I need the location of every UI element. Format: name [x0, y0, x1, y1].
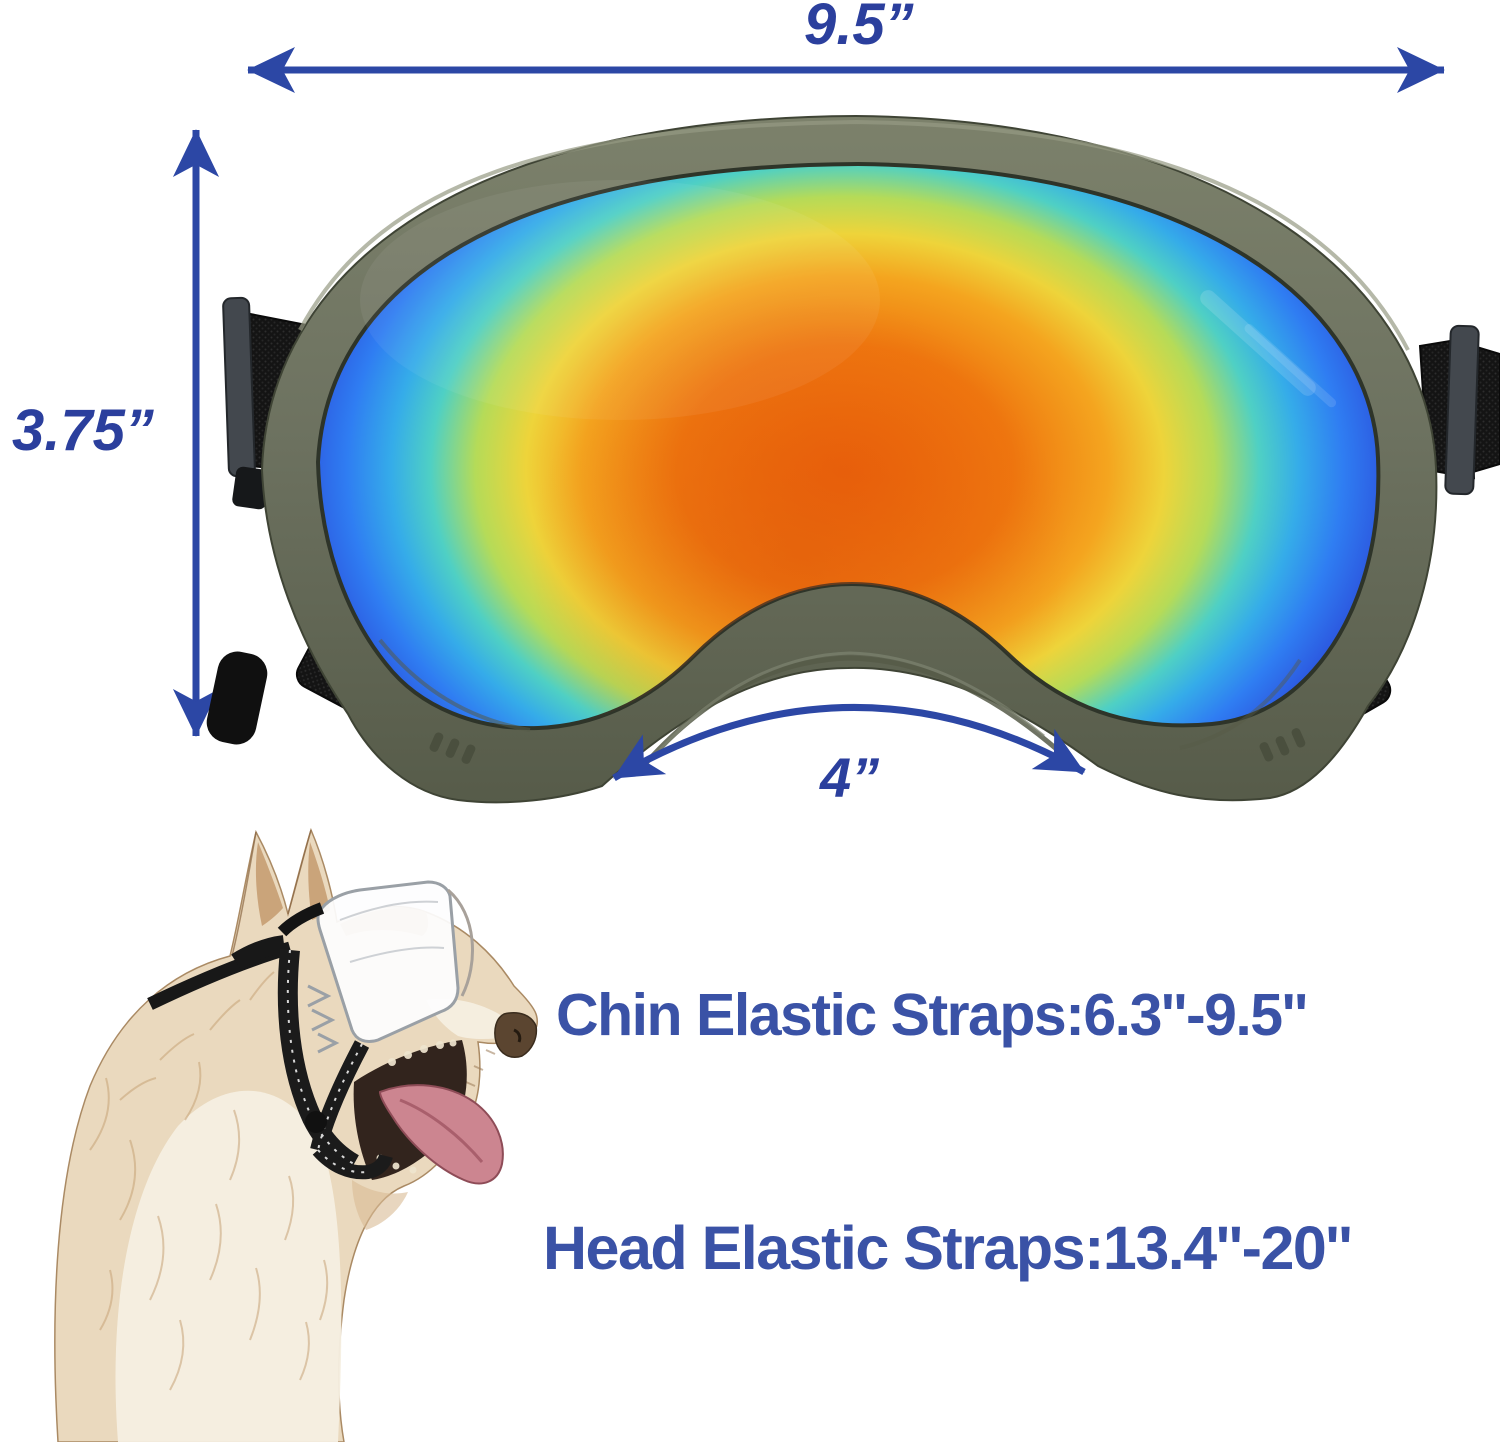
frame-top-highlight — [298, 119, 1410, 351]
width-dimension-label: 9.5” — [804, 0, 914, 57]
chin-strap-spec-text: Chin Elastic Straps:6.3''-9.5'' — [556, 982, 1308, 1048]
bridge-dimension-label: 4” — [820, 746, 880, 809]
dog-illustration — [54, 827, 538, 1442]
dog-straps — [147, 935, 393, 1180]
dog-ears — [231, 829, 330, 957]
dog-fur-texture — [89, 971, 329, 1391]
height-dimension-label: 3.75” — [12, 398, 154, 463]
lens-reflections — [360, 180, 1337, 420]
frame-bridge-ridges — [378, 638, 1302, 772]
dog-jaw-shade — [352, 1180, 408, 1230]
bridge-arrow-icon — [612, 703, 1086, 782]
dog-nostril — [513, 1028, 522, 1043]
dog-nose — [494, 1012, 538, 1058]
dog-tongue-crease — [399, 1098, 484, 1163]
goggles-illustration — [206, 114, 1500, 804]
dog-chest-patch — [115, 1090, 342, 1442]
head-strap-spec-text: Head Elastic Straps:13.4''-20'' — [543, 1214, 1353, 1282]
dog-goggles-sketch — [277, 880, 474, 1054]
dog-tongue — [378, 1084, 504, 1185]
goggles-right-strap — [1418, 324, 1500, 496]
lens-core-shade — [318, 164, 1379, 729]
frame-rib-marks — [429, 728, 1306, 764]
